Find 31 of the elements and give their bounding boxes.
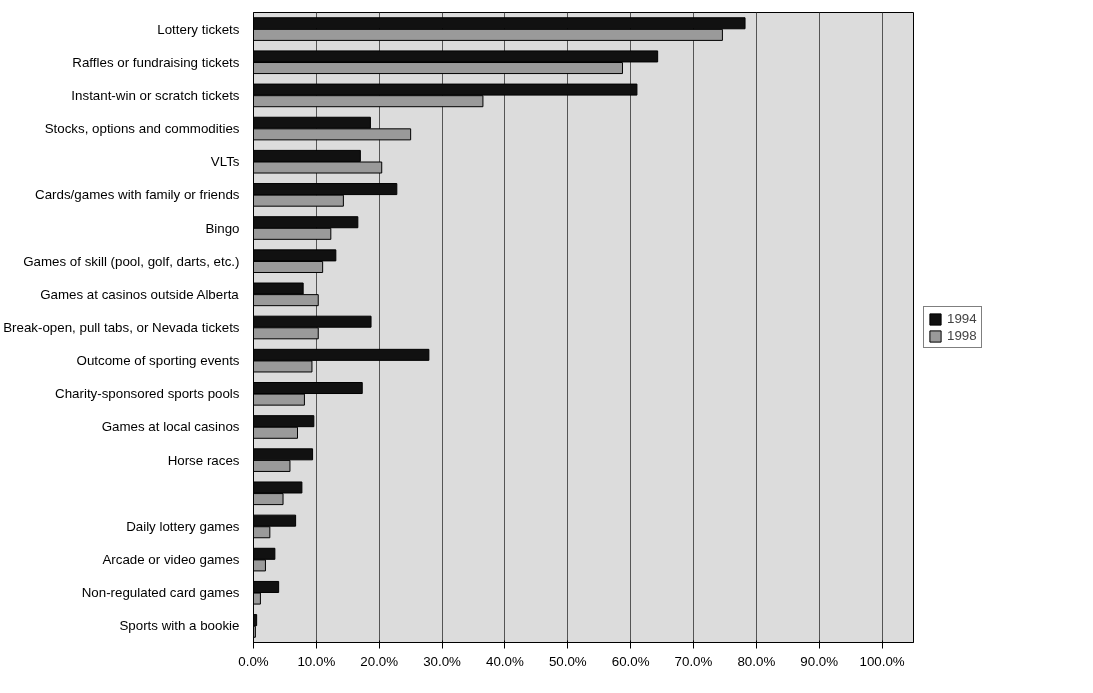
x-tick-label: 30.0% — [423, 653, 462, 669]
y-tick-label: Stocks, options and commodities — [44, 121, 240, 137]
y-tick-label: Break-open, pull tabs, or Nevada tickets — [3, 320, 240, 335]
y-tick-label: Cards/games with family or friends — [35, 187, 240, 203]
y-tick-label: Games at casinos outside Alberta — [40, 286, 240, 302]
x-tick-label: 70.0% — [674, 653, 713, 669]
y-tick-label: Daily lottery games — [126, 518, 240, 534]
y-tick-label: Sports with a bookie — [119, 618, 240, 634]
y-tick-label: Lottery tickets — [157, 21, 240, 37]
y-tick-label: Charity-sponsored sports pools — [55, 386, 240, 402]
y-tick-label: Raffles or fundraising tickets — [72, 54, 240, 70]
x-tick-label: 90.0% — [800, 653, 839, 669]
y-tick-label: Games of skill (pool, golf, darts, etc.) — [23, 253, 240, 269]
x-tick-label: 10.0% — [297, 653, 336, 669]
x-tick-label: 80.0% — [737, 653, 776, 669]
y-tick-label: Outcome of sporting events — [76, 353, 240, 369]
x-tick-label: 50.0% — [548, 653, 587, 669]
x-tick-label: 60.0% — [611, 653, 650, 669]
legend-label: 1994 — [947, 311, 977, 326]
y-tick-label: Horse races — [167, 452, 240, 468]
legend-label: 1998 — [947, 328, 977, 343]
y-tick-label: Arcade or video games — [102, 552, 240, 568]
y-tick-label: VLTs — [210, 154, 240, 170]
y-tick-label: Games at local casinos — [101, 419, 240, 435]
x-tick-label: 40.0% — [486, 653, 524, 669]
x-tick-label: 20.0% — [360, 653, 399, 669]
y-tick-label: Bingo — [205, 220, 240, 236]
x-tick-label: 100.0% — [859, 653, 905, 669]
y-tick-label: Instant-win or scratch tickets — [71, 87, 240, 103]
y-tick-label: Non-regulated card games — [81, 585, 240, 601]
x-tick-label: 0.0% — [238, 653, 269, 669]
